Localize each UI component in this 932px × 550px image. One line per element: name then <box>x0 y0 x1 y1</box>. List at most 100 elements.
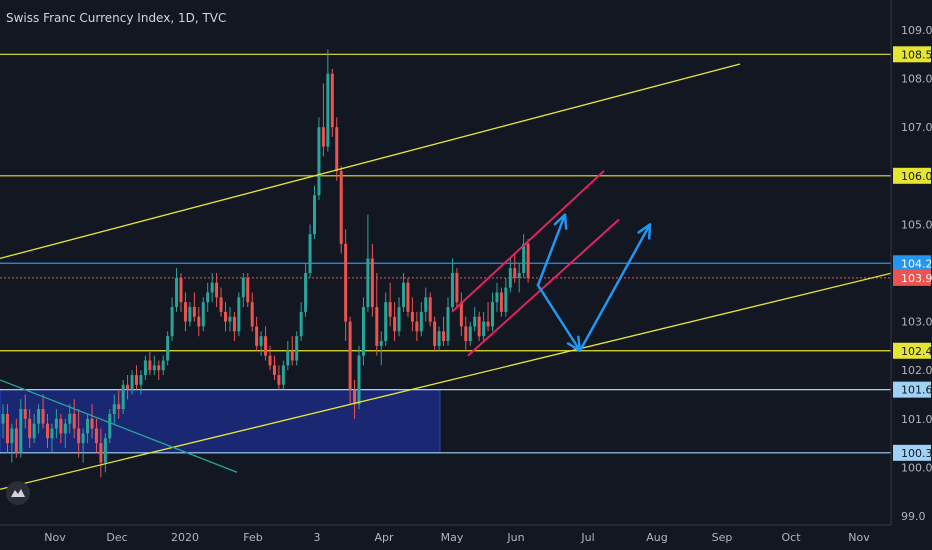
candle-body <box>148 360 152 371</box>
candle-body <box>321 127 325 147</box>
candle-body <box>397 307 401 332</box>
price-axis-tick: 102.0 <box>901 364 932 377</box>
candle-body <box>313 195 316 235</box>
time-axis-tick: Jun <box>506 531 524 544</box>
candle-body <box>482 321 486 337</box>
candle-body <box>86 418 90 434</box>
candle-body <box>14 428 18 453</box>
candle-body <box>103 438 107 463</box>
candle-body <box>232 316 236 332</box>
candle-body <box>495 292 499 303</box>
candle-body <box>10 428 14 444</box>
price-label-text: 103.9 <box>901 272 932 285</box>
price-label-badge <box>893 255 931 272</box>
candle-body <box>152 365 156 371</box>
projection-arrow-head <box>566 335 582 353</box>
crimson-lower-line[interactable] <box>467 218 620 357</box>
projection-arrow-head <box>553 213 568 230</box>
candle-body <box>117 404 121 410</box>
candle-body <box>170 307 174 337</box>
price-axis-tick: 100.0 <box>901 461 932 474</box>
candle-body <box>450 273 454 308</box>
candle-body <box>517 273 521 278</box>
time-axis-tick: 3 <box>314 531 321 544</box>
projection-arrow[interactable] <box>536 283 582 353</box>
candle-body <box>428 297 432 322</box>
candle-body <box>504 287 508 312</box>
candle-body <box>473 316 477 327</box>
projection-arrow[interactable] <box>536 213 567 287</box>
upper-yellow-channel-line[interactable] <box>0 63 741 260</box>
chart-title: Swiss Franc Currency Index, 1D, TVC <box>6 11 227 25</box>
candle-body <box>68 413 72 424</box>
candle-body <box>477 316 481 337</box>
candle-body <box>90 418 94 429</box>
candle-body <box>486 321 490 327</box>
candle-body <box>250 302 254 327</box>
lower-yellow-channel-line[interactable] <box>0 272 893 490</box>
candle-body <box>299 311 303 337</box>
candle-body <box>166 336 170 361</box>
candle-body <box>370 258 374 308</box>
price-label-badge <box>893 269 931 286</box>
price-label-badge <box>893 342 931 359</box>
candle-body <box>210 282 214 293</box>
candle-body <box>32 423 36 439</box>
candle-body <box>157 365 161 371</box>
candle-body <box>255 326 259 346</box>
candle-body <box>424 297 428 312</box>
candle-body <box>388 302 392 317</box>
candle-body <box>295 336 299 361</box>
candle-body <box>126 384 130 390</box>
candle-body <box>241 277 245 298</box>
price-label-badge <box>893 381 931 398</box>
candle-body <box>143 360 147 376</box>
projection-arrow[interactable] <box>578 223 652 353</box>
candle-body <box>59 418 63 434</box>
candle-body <box>112 404 116 414</box>
time-axis-tick: Aug <box>646 531 667 544</box>
candle-body <box>406 282 410 312</box>
candle-body <box>272 365 276 376</box>
price-label-text: 101.6 <box>901 384 932 397</box>
candle-body <box>304 273 308 312</box>
candle-body <box>277 375 281 385</box>
candle-body <box>415 321 419 332</box>
candle-body <box>99 443 103 463</box>
candle-body <box>237 297 241 332</box>
candle-body <box>219 297 223 312</box>
candle-body <box>72 413 76 429</box>
candle-body <box>317 127 321 196</box>
candle-body <box>192 307 196 317</box>
teal-diagonal-line[interactable] <box>0 379 238 473</box>
candle-body <box>108 413 112 439</box>
price-label-badge <box>893 167 931 184</box>
candle-body <box>393 316 397 332</box>
tradingview-logo-icon[interactable] <box>6 481 30 505</box>
price-label-text: 106.0 <box>901 170 932 183</box>
time-axis-tick: Sep <box>712 531 733 544</box>
candle-body <box>459 302 463 327</box>
candle-body <box>513 268 517 278</box>
candle-body <box>468 326 472 342</box>
candle-body <box>23 409 27 419</box>
candle-body <box>201 302 205 327</box>
candle-body <box>5 413 9 444</box>
crimson-upper-line[interactable] <box>451 170 605 313</box>
candle-body <box>224 311 227 322</box>
candle-body <box>130 375 134 390</box>
price-axis-tick: 99.0 <box>901 510 926 523</box>
candle-body <box>308 234 312 273</box>
candle-body <box>206 292 210 303</box>
candle-body <box>268 355 272 366</box>
candle-body <box>286 350 290 366</box>
candle-body <box>522 243 526 273</box>
candle-body <box>344 243 348 322</box>
time-axis-tick: Jul <box>580 531 594 544</box>
candle-body <box>526 243 530 278</box>
candle-body <box>139 375 143 385</box>
price-label-badge <box>893 444 931 461</box>
candle-body <box>499 292 503 312</box>
